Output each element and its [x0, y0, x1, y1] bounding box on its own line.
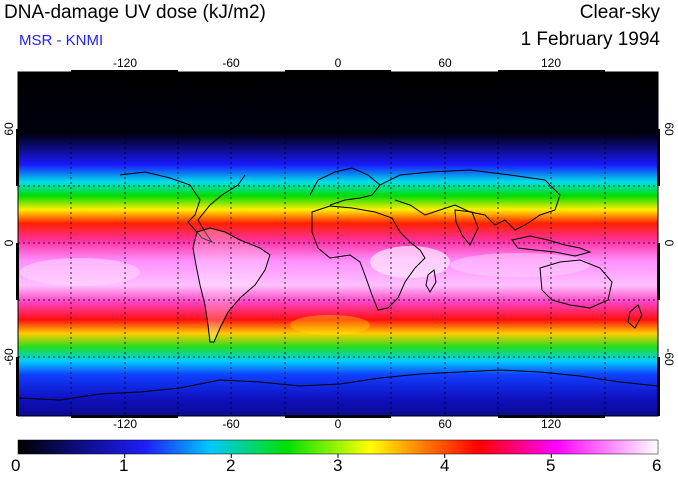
lat-right-label: 60: [662, 122, 676, 136]
south-america-outline: [192, 227, 271, 343]
india-outline: [454, 209, 479, 246]
lat-left-label: 0: [2, 239, 16, 246]
lat-right-label: 0: [662, 240, 676, 247]
colorbar-label: 1: [119, 456, 129, 475]
colorbar-label: 0: [11, 456, 21, 475]
north-america-outline: [119, 171, 246, 244]
sky-condition-label: Clear-sky: [579, 2, 660, 23]
colorbar-label: 2: [226, 456, 236, 475]
colorbar-label: 5: [546, 456, 556, 475]
lon-bottom-label: 0: [335, 417, 342, 431]
map-title: DNA-damage UV dose (kJ/m2): [4, 2, 266, 23]
source-label: MSR - KNMI: [19, 32, 104, 49]
colorbar-label: 6: [652, 456, 662, 475]
colorbar-label: 3: [333, 456, 343, 475]
africa-outline: [311, 205, 426, 311]
lat-left-label: 60: [2, 122, 16, 136]
lon-top-label: 60: [438, 56, 452, 70]
lon-top-label: 120: [541, 56, 561, 70]
graticule: [18, 72, 658, 416]
frame-ticks: [16, 70, 660, 418]
lon-bottom-label: 60: [438, 417, 452, 431]
antarctica-outline: [18, 369, 658, 401]
colorbar: [17, 439, 659, 455]
date-label: 1 February 1994: [520, 29, 660, 50]
lon-top-label: -60: [222, 56, 240, 70]
new-zealand-outline: [627, 304, 643, 329]
lat-left-label: -60: [2, 348, 16, 366]
madagascar-outline: [425, 269, 437, 293]
bright-patches: [20, 246, 590, 335]
lon-top-label: -120: [113, 56, 137, 70]
lon-bottom-label: 120: [541, 417, 561, 431]
indonesia-outline: [511, 235, 592, 257]
lat-right-label: -60: [662, 348, 676, 366]
colorbar-label: 4: [440, 456, 450, 475]
europe-outline: [309, 167, 381, 206]
lon-top-label: 0: [335, 56, 342, 70]
lon-bottom-label: -60: [222, 417, 240, 431]
colorbar-ticks: [124, 454, 552, 458]
asia-outline: [379, 169, 561, 231]
lon-bottom-label: -120: [113, 417, 137, 431]
